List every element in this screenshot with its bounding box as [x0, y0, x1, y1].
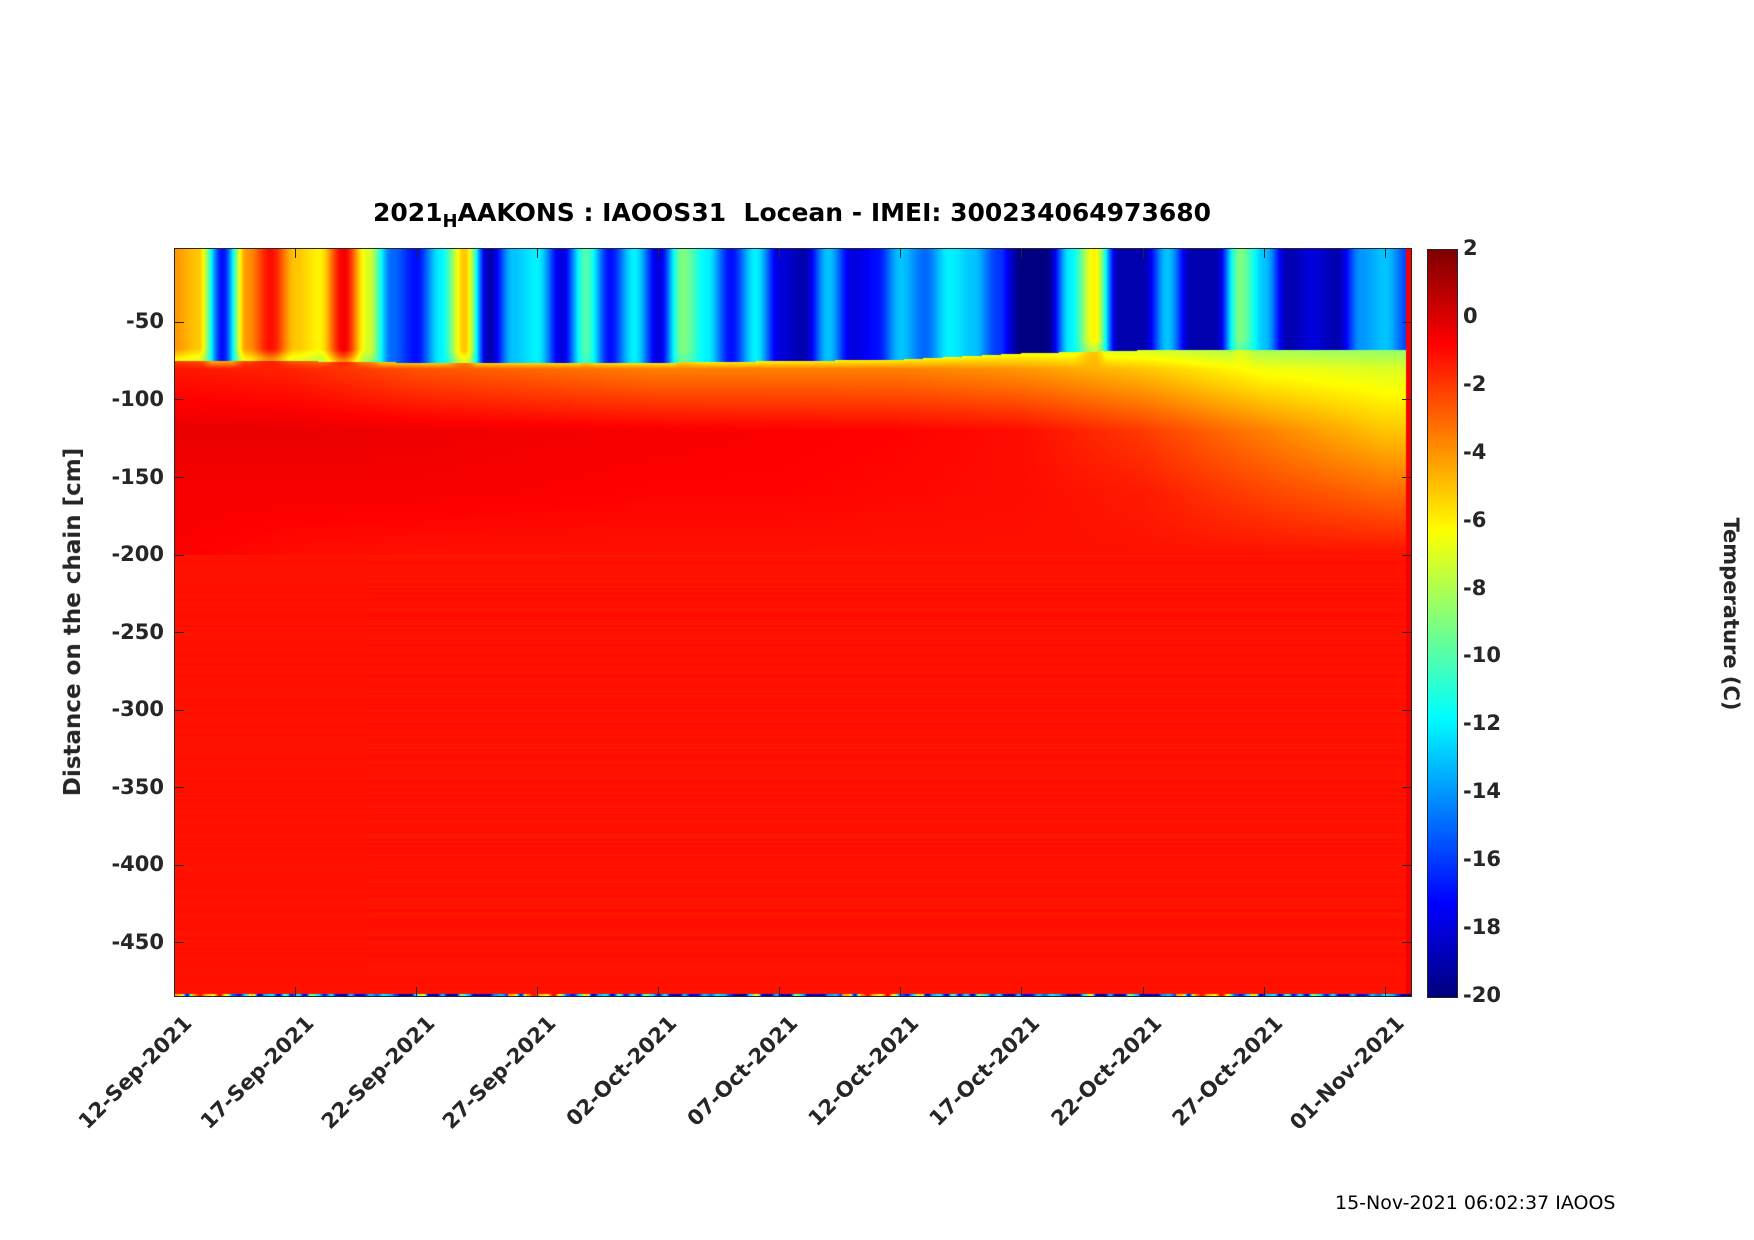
- x-tick-mark-top: [536, 248, 538, 258]
- colorbar-tick-label: -18: [1463, 915, 1501, 940]
- colorbar-tick-label: -16: [1463, 847, 1501, 872]
- plot-area: [174, 248, 1412, 997]
- x-tick-label: 12-Oct-2021: [803, 1011, 924, 1131]
- x-tick-label: 17-Sep-2021: [195, 1011, 319, 1134]
- x-tick-mark: [415, 987, 417, 997]
- x-tick-mark-top: [1263, 248, 1265, 258]
- x-tick-mark-top: [1142, 248, 1144, 258]
- colorbar-tick-label: -2: [1463, 371, 1487, 396]
- x-tick-mark-top: [173, 248, 175, 258]
- y-tick-mark-right: [1402, 709, 1412, 711]
- y-tick-label: -350: [111, 774, 164, 799]
- colorbar-tick-label: -6: [1463, 507, 1487, 532]
- colorbar-tick-label: 0: [1463, 303, 1478, 328]
- x-tick-mark-top: [415, 248, 417, 258]
- y-tick-mark-right: [1402, 399, 1412, 401]
- y-tick-mark-right: [1402, 477, 1412, 478]
- y-tick-mark: [174, 709, 184, 711]
- x-tick-mark: [779, 987, 781, 997]
- colorbar: [1427, 249, 1458, 998]
- y-tick-mark-right: [1402, 554, 1412, 556]
- y-tick-mark-right: [1402, 864, 1412, 866]
- x-tick-mark: [1384, 987, 1386, 997]
- x-tick-mark-top: [900, 248, 902, 258]
- y-tick-mark: [174, 477, 184, 478]
- colorbar-tick-label: 2: [1463, 236, 1478, 260]
- title-prefix: 2021: [372, 198, 443, 227]
- x-tick-mark: [658, 987, 660, 997]
- colorbar-tick-label: -8: [1463, 575, 1487, 600]
- y-tick-label: -100: [111, 386, 164, 411]
- y-tick-label: -150: [111, 464, 164, 489]
- colorbar-tick-label: -14: [1463, 779, 1501, 804]
- x-tick-mark-top: [294, 248, 296, 258]
- x-tick-mark: [294, 987, 296, 997]
- x-tick-mark: [1021, 987, 1023, 997]
- y-tick-label: -300: [111, 697, 164, 722]
- colorbar-tick-label: -20: [1463, 983, 1501, 1007]
- y-tick-mark: [174, 554, 184, 556]
- y-tick-label: -450: [111, 929, 164, 954]
- x-tick-mark-top: [1021, 248, 1023, 258]
- colorbar-tick-label: -4: [1463, 439, 1487, 464]
- colorbar-tick-label: -12: [1463, 711, 1501, 736]
- x-tick-mark: [536, 987, 538, 997]
- y-tick-mark-right: [1402, 632, 1412, 634]
- y-axis-label: Distance on the chain [cm]: [60, 447, 86, 797]
- temperature-heatmap: [174, 248, 1412, 997]
- colorbar-label: Temperature (C): [1719, 517, 1743, 711]
- y-tick-mark-right: [1402, 787, 1412, 789]
- x-tick-label: 27-Sep-2021: [437, 1011, 561, 1134]
- y-tick-label: -200: [111, 542, 164, 567]
- x-tick-mark: [900, 987, 902, 997]
- y-tick-mark: [174, 399, 184, 401]
- y-tick-mark: [174, 864, 184, 866]
- x-tick-label: 07-Oct-2021: [682, 1011, 803, 1131]
- x-tick-mark: [173, 987, 175, 997]
- x-tick-label: 02-Oct-2021: [561, 1011, 682, 1131]
- colorbar-tick-label: -10: [1463, 643, 1501, 668]
- title-rest: AAKONS : IAOOS31 Locean - IMEI: 30023406…: [457, 198, 1212, 227]
- x-tick-mark-top: [1384, 248, 1386, 258]
- y-tick-label: -250: [111, 619, 164, 644]
- y-tick-mark: [174, 942, 184, 944]
- x-tick-label: 17-Oct-2021: [925, 1011, 1045, 1131]
- x-tick-mark: [1263, 987, 1265, 997]
- y-tick-mark: [174, 787, 184, 789]
- x-tick-label: 12-Sep-2021: [74, 1011, 197, 1134]
- y-tick-label: -50: [126, 309, 164, 334]
- x-tick-label: 22-Sep-2021: [316, 1011, 440, 1134]
- x-tick-mark-top: [779, 248, 781, 258]
- y-tick-label: -400: [111, 852, 164, 877]
- x-tick-mark-top: [658, 248, 660, 258]
- x-tick-label: 27-Oct-2021: [1167, 1011, 1288, 1131]
- y-tick-mark-right: [1402, 321, 1412, 323]
- y-tick-mark: [174, 632, 184, 634]
- x-tick-label: 01-Nov-2021: [1284, 1011, 1409, 1135]
- y-tick-mark-right: [1402, 942, 1412, 944]
- footer-timestamp: 15-Nov-2021 06:02:37 IAOOS: [1335, 1192, 1616, 1214]
- y-tick-mark: [174, 321, 184, 323]
- x-tick-mark: [1142, 987, 1144, 997]
- title-subscript: H: [442, 211, 458, 232]
- x-tick-label: 22-Oct-2021: [1046, 1011, 1167, 1131]
- chart-title: 2021HAAKONS : IAOOS31 Locean - IMEI: 300…: [0, 198, 1584, 232]
